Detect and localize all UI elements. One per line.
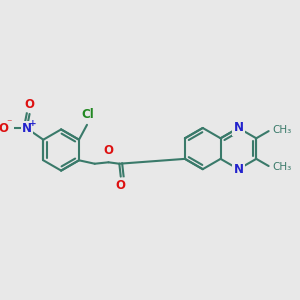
Text: O: O <box>25 98 34 110</box>
Text: CH₃: CH₃ <box>272 125 292 135</box>
Text: Cl: Cl <box>82 108 94 122</box>
Text: N: N <box>22 122 32 135</box>
Text: N: N <box>233 163 243 176</box>
Text: ⁻: ⁻ <box>6 118 12 128</box>
Text: CH₃: CH₃ <box>272 162 292 172</box>
Text: O: O <box>116 179 126 193</box>
Text: O: O <box>0 122 8 135</box>
Text: N: N <box>233 122 243 134</box>
Text: O: O <box>103 144 113 157</box>
Text: +: + <box>28 119 36 128</box>
